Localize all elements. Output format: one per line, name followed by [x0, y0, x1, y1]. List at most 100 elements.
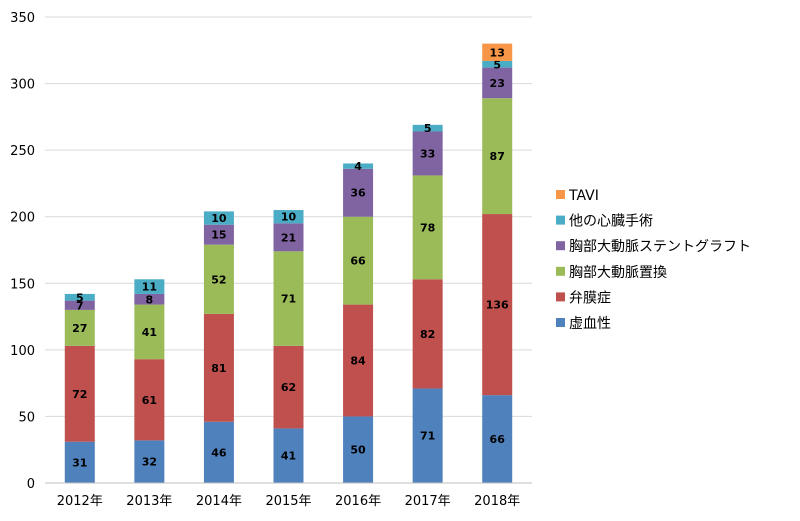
bar-segment	[412, 175, 443, 280]
x-tick-label: 2014年	[196, 494, 242, 509]
data-label: 81	[211, 362, 226, 375]
bar-segment	[64, 300, 95, 310]
legend-label: TAVI	[568, 188, 599, 204]
bar-segment	[64, 441, 95, 483]
data-label: 15	[211, 229, 226, 242]
data-label: 23	[490, 77, 505, 90]
data-label: 7	[76, 299, 84, 312]
y-axis: 0 50 100 150 200 250 300 350	[10, 11, 35, 492]
bar-segment	[343, 216, 374, 305]
bar-segment	[134, 304, 165, 360]
bar-segment	[482, 214, 513, 396]
y-tick-label: 0	[27, 477, 35, 492]
x-tick-label: 2018年	[474, 494, 520, 509]
x-axis: 2012年 2013年 2014年 2015年 2016年 2017年 2018年	[45, 482, 532, 509]
legend-swatch	[556, 292, 565, 302]
bar-segment	[203, 421, 234, 483]
bar-segment	[482, 60, 513, 68]
x-tick-label: 2013年	[126, 494, 172, 509]
legend-swatch	[556, 215, 565, 225]
legend-label: 胸部大動脈ステントグラフト	[569, 239, 751, 255]
data-label: 71	[281, 293, 296, 306]
y-tick-label: 250	[10, 144, 35, 159]
legend-label: 弁膜症	[569, 290, 611, 306]
y-tick-label: 300	[10, 78, 35, 93]
bar-segment	[273, 210, 304, 224]
bar-segment	[343, 163, 374, 169]
data-label: 66	[350, 255, 366, 268]
bar-segment	[412, 388, 443, 483]
bar-segment	[203, 211, 234, 225]
x-tick-label: 2016年	[335, 494, 381, 509]
data-label: 87	[490, 150, 505, 163]
data-label: 36	[350, 187, 366, 200]
y-tick-label: 200	[10, 211, 35, 226]
bar-segment	[482, 98, 513, 215]
bar-segment	[64, 293, 95, 301]
data-label: 5	[493, 58, 501, 71]
y-tick-label: 50	[18, 410, 35, 425]
data-label: 8	[146, 293, 154, 306]
data-label: 5	[424, 122, 432, 135]
bar-segment	[482, 43, 513, 61]
y-tick-label: 150	[10, 277, 35, 292]
data-label: 84	[350, 355, 366, 368]
bar-segment	[134, 359, 165, 441]
bar-segment	[343, 304, 374, 417]
bar-segment	[134, 440, 165, 483]
data-label: 13	[490, 46, 505, 59]
legend-swatch	[556, 318, 565, 327]
legend-swatch	[556, 266, 565, 276]
bar-segment	[273, 428, 304, 483]
bar-segment	[273, 251, 304, 346]
bar-segment	[273, 223, 304, 252]
legend-label: 他の心臓手術	[569, 214, 653, 230]
bar-segment	[203, 244, 234, 314]
y-tick-label: 100	[10, 344, 35, 359]
bar-segment	[412, 131, 443, 176]
x-tick-label: 2015年	[265, 494, 311, 509]
data-label: 50	[350, 444, 366, 457]
data-label: 61	[142, 394, 157, 407]
bar-segment	[412, 124, 443, 132]
bar-segment	[134, 293, 165, 305]
data-label: 10	[211, 212, 227, 225]
legend-swatch	[556, 190, 565, 199]
data-label: 52	[211, 273, 226, 286]
data-label: 71	[420, 430, 435, 443]
bar-segment	[64, 345, 95, 442]
bar-segment	[343, 416, 374, 483]
bar-segment	[412, 279, 443, 389]
data-label: 78	[420, 221, 435, 234]
bar-segment	[482, 67, 513, 99]
data-label: 136	[486, 299, 509, 312]
data-label: 10	[281, 211, 297, 224]
bar-segment	[482, 395, 513, 483]
data-label: 41	[142, 326, 157, 339]
y-tick-label: 350	[10, 11, 35, 26]
x-tick-label: 2012年	[57, 494, 103, 509]
bar-segment	[203, 224, 234, 245]
bar-segment	[64, 309, 95, 346]
bar-segment	[134, 279, 165, 294]
legend-swatch	[556, 241, 565, 251]
legend-label: 虚血性	[569, 316, 611, 332]
data-label: 33	[420, 147, 435, 160]
data-label: 46	[211, 446, 227, 459]
data-label: 11	[142, 281, 157, 294]
x-tick-label: 2017年	[405, 494, 451, 509]
data-label: 82	[420, 328, 435, 341]
bar-segment	[273, 345, 304, 429]
data-label: 66	[490, 433, 506, 446]
bar-segment	[203, 313, 234, 422]
bar-segment	[343, 168, 374, 217]
bars: 3172277532614181146815215104162712110508…	[64, 43, 513, 483]
data-label: 27	[72, 322, 87, 335]
data-label: 31	[72, 456, 87, 469]
data-label: 4	[354, 160, 362, 173]
legend-label: 胸部大動脈置換	[569, 265, 667, 281]
data-label: 21	[281, 231, 296, 244]
data-label: 62	[281, 381, 296, 394]
